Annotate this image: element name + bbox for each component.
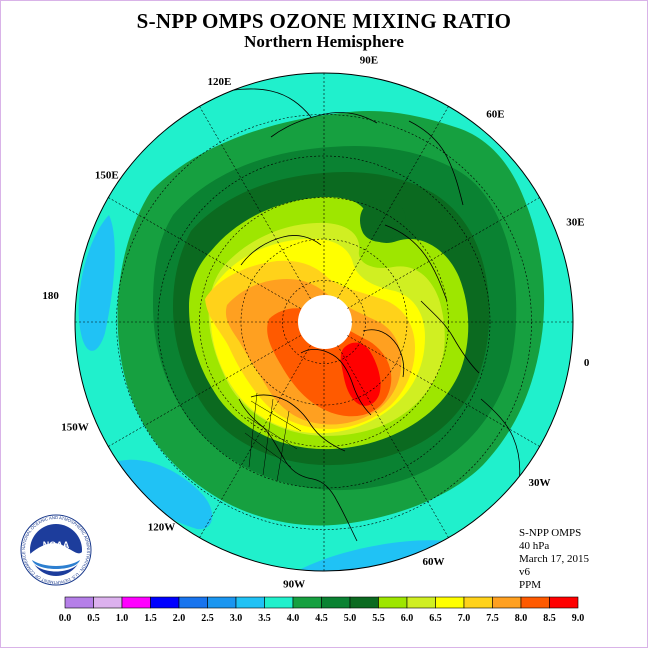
- colorbar-label: 2.0: [173, 613, 186, 624]
- colorbar-swatch: [121, 596, 151, 609]
- contour-band-3.0-west: [78, 215, 115, 351]
- meridian-line: [347, 335, 540, 447]
- lon-label-120w: 120W: [148, 522, 176, 534]
- colorbar-label: 6.5: [429, 613, 442, 624]
- colorbar-label: 0.5: [87, 613, 100, 624]
- colorbar-label: 2.5: [201, 613, 214, 624]
- lon-label-150w: 150W: [61, 422, 89, 434]
- colorbar-label: 3.0: [230, 613, 243, 624]
- meridian-line: [347, 197, 540, 309]
- noaa-logo: NATIONAL OCEANIC AND ATMOSPHERIC ADMINIS…: [20, 514, 92, 586]
- longitude-labels: 90E 60E 30E 0 30W 60W 90W 120W 150W 180 …: [42, 55, 589, 591]
- meridian-line: [199, 345, 311, 538]
- colorbar: 0.0 0.5 1.0 1.5 2.0 2.5 3.0 3.5 4.0 4.5 5.0 5.5 6.0 6…: [59, 596, 585, 624]
- colorbar-swatch: [150, 596, 180, 609]
- map-subtitle: Northern Hemisphere: [244, 32, 404, 51]
- info-date: March 17, 2015: [519, 553, 589, 565]
- meridian-line: [108, 197, 301, 309]
- contour-band-3.0-southwest: [113, 459, 213, 530]
- lon-label-180: 180: [42, 290, 59, 302]
- colorbar-label: 3.5: [258, 613, 271, 624]
- colorbar-label: 6.0: [401, 613, 414, 624]
- lon-label-30w: 30W: [529, 477, 551, 489]
- meridian-line: [337, 345, 449, 538]
- colorbar-swatch: [520, 596, 550, 609]
- conus-grid: [244, 392, 302, 482]
- noaa-logo-text: NOAA: [43, 540, 70, 550]
- meridian-line: [337, 106, 449, 299]
- lon-label-30e: 30E: [566, 217, 584, 229]
- product-info: S-NPP OMPS 40 hPa March 17, 2015 v6 PPM: [519, 527, 589, 592]
- colorbar-label: 4.5: [315, 613, 328, 624]
- colorbar-swatch: [349, 596, 379, 609]
- lon-label-0: 0: [584, 357, 590, 369]
- lon-label-120e: 120E: [207, 76, 231, 88]
- colorbar-swatch: [264, 596, 294, 609]
- colorbar-swatch: [321, 596, 351, 609]
- colorbar-swatch: [235, 596, 265, 609]
- lon-label-60w: 60W: [423, 556, 445, 568]
- colorbar-swatch: [178, 596, 208, 609]
- colorbar-label: 8.0: [515, 613, 528, 624]
- noaa-logo-bird: [30, 543, 82, 572]
- lon-label-90w: 90W: [283, 579, 305, 591]
- colorbar-label: 1.0: [116, 613, 129, 624]
- colorbar-swatch: [93, 596, 123, 609]
- colorbar-swatch: [378, 596, 408, 609]
- colorbar-swatch: [207, 596, 237, 609]
- info-pressure-level: 40 hPa: [519, 540, 550, 552]
- polar-missing-data: [298, 295, 352, 349]
- colorbar-label: 1.5: [144, 613, 157, 624]
- noaa-logo-sea: [32, 560, 80, 569]
- map-title: S-NPP OMPS OZONE MIXING RATIO: [136, 9, 512, 33]
- colorbar-swatch: [406, 596, 436, 609]
- colorbar-swatch: [549, 596, 579, 609]
- contour-band-8.5: [340, 342, 381, 406]
- colorbar-swatch: [492, 596, 522, 609]
- colorbar-label: 7.5: [486, 613, 499, 624]
- info-version: v6: [519, 566, 530, 578]
- colorbar-label: 8.5: [543, 613, 556, 624]
- colorbar-label: 9.0: [572, 613, 585, 624]
- lon-label-90e: 90E: [360, 55, 378, 67]
- lon-label-150e: 150E: [95, 169, 119, 181]
- info-instrument: S-NPP OMPS: [519, 527, 582, 539]
- colorbar-label: 0.0: [59, 613, 72, 624]
- map-boundary: [74, 72, 574, 572]
- colorbar-label: 4.0: [287, 613, 300, 624]
- info-units: PPM: [519, 579, 542, 591]
- colorbar-swatch: [463, 596, 493, 609]
- meridian-lines: [75, 73, 573, 571]
- colorbar-label: 5.0: [344, 613, 357, 624]
- lon-label-60e: 60E: [486, 108, 504, 120]
- colorbar-swatch: [435, 596, 465, 609]
- colorbar-label: 7.0: [458, 613, 471, 624]
- meridian-line: [108, 335, 301, 447]
- colorbar-swatch: [64, 596, 94, 609]
- ozone-field: [75, 73, 573, 571]
- colorbar-label: 5.5: [372, 613, 385, 624]
- meridian-line: [199, 106, 311, 299]
- colorbar-swatch: [292, 596, 322, 609]
